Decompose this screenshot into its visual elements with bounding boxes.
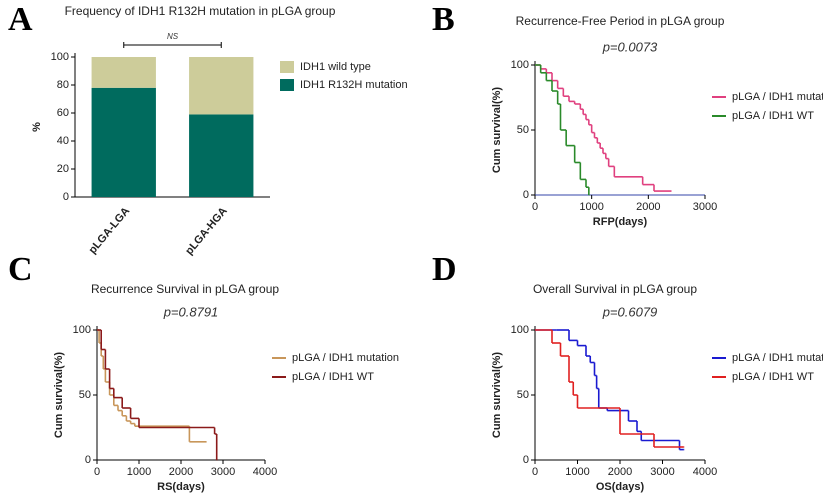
x-tick-label: 1000 <box>127 466 151 478</box>
legend-label: pLGA / IDH1 WT <box>292 371 374 383</box>
panel-2: C Recurrence Survival in pLGA group 0 50 100… <box>8 251 399 493</box>
y-tick-label: 50 <box>517 389 529 401</box>
y-axis-label: Cum survival(%) <box>491 87 503 174</box>
x-tick-label: 1000 <box>565 466 589 478</box>
y-tick-label: 100 <box>511 59 529 71</box>
y-tick-label: 80 <box>57 79 69 91</box>
x-tick-label: pLGA-HGA <box>183 205 230 257</box>
panel-label: C <box>8 251 33 288</box>
y-tick-label: 100 <box>73 324 91 336</box>
x-tick-label: pLGA-LGA <box>87 205 133 256</box>
y-axis-label: Cum survival(%) <box>53 352 65 439</box>
bar-segment <box>189 57 254 115</box>
x-tick-label: 4000 <box>253 466 277 478</box>
chart-title: Frequency of IDH1 R132H mutation in pLGA… <box>65 4 336 18</box>
p-value: p=0.0073 <box>602 39 658 54</box>
x-tick-label: 3000 <box>693 201 717 213</box>
x-tick-label: 0 <box>94 466 100 478</box>
significance-label: NS <box>167 32 179 41</box>
legend-label: IDH1 R132H mutation <box>300 79 408 91</box>
panel-label: D <box>432 251 457 288</box>
x-tick-label: 2000 <box>636 201 660 213</box>
legend-label: IDH1 wild type <box>300 61 371 73</box>
x-tick-label: 3000 <box>650 466 674 478</box>
legend-label: pLGA / IDH1 WT <box>732 371 814 383</box>
y-tick-label: 0 <box>85 454 91 466</box>
y-tick-label: 40 <box>57 135 69 147</box>
legend-label: pLGA / IDH1 mutation <box>732 91 823 103</box>
x-tick-label: 3000 <box>211 466 235 478</box>
x-axis-label: RFP(days) <box>593 216 648 228</box>
x-tick-label: 0 <box>532 201 538 213</box>
x-tick-label: 0 <box>532 466 538 478</box>
x-tick-label: 2000 <box>169 466 193 478</box>
chart-title: Overall Survival in pLGA group <box>533 282 697 296</box>
y-tick-label: 0 <box>523 189 529 201</box>
bar-segment <box>91 87 156 197</box>
x-tick-label: 4000 <box>693 466 717 478</box>
panel-label: B <box>432 1 455 38</box>
y-axis-label: % <box>31 122 43 132</box>
y-tick-label: 0 <box>63 191 69 203</box>
x-axis-label: RS(days) <box>157 481 205 493</box>
panel-0: A Frequency of IDH1 R132H mutation in pLG… <box>8 1 408 257</box>
p-value: p=0.6079 <box>602 304 658 319</box>
legend-label: pLGA / IDH1 mutation <box>292 352 399 364</box>
y-tick-label: 100 <box>51 51 69 63</box>
bar-segment <box>189 114 254 197</box>
legend-swatch <box>280 79 294 91</box>
bar-segment <box>91 57 156 88</box>
x-axis-label: OS(days) <box>596 481 645 493</box>
panel-1: B Recurrence-Free Period in pLGA group 0 50… <box>432 1 823 228</box>
x-tick-label: 1000 <box>579 201 603 213</box>
y-tick-label: 0 <box>523 454 529 466</box>
legend-label: pLGA / IDH1 WT <box>732 110 814 122</box>
chart-title: Recurrence-Free Period in pLGA group <box>516 14 725 28</box>
chart-title: Recurrence Survival in pLGA group <box>91 282 279 296</box>
legend-swatch <box>280 61 294 73</box>
y-tick-label: 60 <box>57 107 69 119</box>
y-tick-label: 50 <box>79 389 91 401</box>
legend-label: pLGA / IDH1 mutation <box>732 352 823 364</box>
significance-bracket <box>123 42 222 48</box>
y-axis-label: Cum survival(%) <box>491 352 503 439</box>
y-tick-label: 100 <box>511 324 529 336</box>
y-tick-label: 20 <box>57 163 69 175</box>
y-tick-label: 50 <box>517 124 529 136</box>
x-tick-label: 2000 <box>608 466 632 478</box>
p-value: p=0.8791 <box>163 304 219 319</box>
panel-3: D Overall Survival in pLGA group 0 50 100 Cum… <box>432 251 823 493</box>
panel-label: A <box>8 1 33 38</box>
